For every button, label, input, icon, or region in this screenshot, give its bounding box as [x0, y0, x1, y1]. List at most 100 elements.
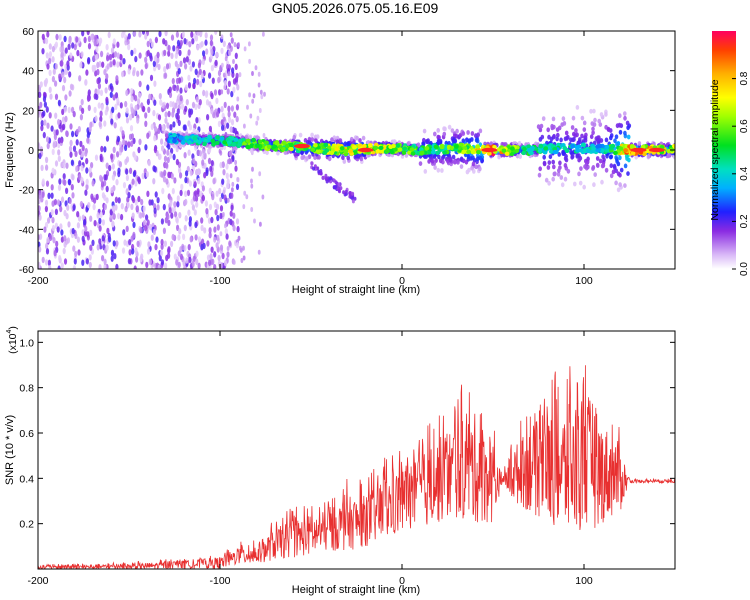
heatmap-noise-blob — [200, 217, 204, 224]
heatmap-noise-blob — [126, 201, 130, 209]
heatmap-noise-blob — [210, 170, 214, 177]
heatmap-noise-blob — [122, 58, 126, 65]
heatmap-noise-blob — [242, 245, 245, 251]
heatmap-noise-blob — [219, 197, 223, 203]
heatmap-ridge-halo — [317, 154, 321, 160]
heatmap-ridge-halo — [563, 176, 568, 182]
heatmap-noise-blob — [45, 156, 49, 164]
heatmap-noise-blob — [91, 180, 95, 187]
heatmap-noise-blob — [116, 151, 120, 158]
heatmap-ridge-halo — [614, 180, 618, 186]
heatmap-noise-blob — [220, 265, 223, 269]
heatmap-ridge-halo — [591, 130, 595, 136]
heatmap-noise-blob — [90, 193, 94, 200]
heatmap-noise-blob — [169, 100, 173, 108]
heatmap-ridge-halo — [433, 165, 437, 170]
heatmap-ridge-halo — [627, 123, 632, 129]
heatmap-noise-blob — [220, 119, 224, 126]
heatmap-noise-blob — [196, 31, 200, 37]
heatmap-noise-blob — [112, 38, 116, 45]
heatmap-noise-blob — [146, 40, 150, 48]
heatmap-noise-blob — [220, 47, 224, 55]
heatmap-tail-blob — [334, 180, 338, 185]
heatmap-noise-blob — [230, 204, 234, 211]
heatmap-noise-blob — [210, 92, 214, 100]
heatmap-noise-blob — [146, 49, 150, 57]
heatmap-noise-blob — [105, 44, 109, 51]
heatmap-noise-blob — [170, 240, 174, 248]
heatmap-noise-blob — [89, 229, 93, 237]
heatmap-noise-blob — [166, 149, 170, 156]
x-tick-label: -200 — [27, 275, 48, 287]
heatmap-noise-blob — [208, 101, 212, 108]
heatmap-noise-blob — [209, 253, 213, 260]
heatmap-noise-blob — [83, 36, 87, 44]
heatmap-noise-blob — [120, 203, 124, 210]
heatmap-noise-blob — [222, 72, 226, 78]
heatmap-ridge-halo — [436, 167, 441, 173]
heatmap-noise-blob — [196, 78, 200, 86]
heatmap-noise-blob — [177, 250, 181, 257]
colorbar-gradient — [712, 31, 736, 269]
heatmap-noise-blob — [152, 228, 156, 235]
heatmap-ridge-core — [231, 142, 237, 147]
heatmap-noise-blob — [125, 156, 130, 163]
heatmap-noise-blob — [134, 55, 138, 63]
heatmap-noise-blob — [243, 190, 247, 196]
heatmap-ridge-halo — [591, 126, 595, 132]
heatmap-noise-blob — [81, 235, 85, 242]
heatmap-noise-blob — [138, 138, 142, 145]
heatmap-noise-blob — [41, 178, 45, 185]
heatmap-noise-blob — [230, 119, 235, 126]
heatmap-noise-blob — [255, 120, 259, 126]
heatmap-noise-blob — [38, 143, 41, 150]
heatmap-noise-blob — [79, 200, 83, 208]
heatmap-peak — [357, 147, 374, 153]
heatmap-noise-blob — [125, 174, 129, 182]
x-tick-label: 0 — [399, 575, 405, 587]
heatmap-noise-blob — [232, 212, 236, 219]
heatmap-noise-blob — [38, 205, 41, 212]
heatmap-noise-blob — [208, 72, 212, 79]
heatmap-noise-blob — [81, 229, 85, 236]
colorbar-label: Normalized spectral amplitude — [709, 79, 721, 220]
heatmap-noise-blob — [229, 126, 233, 133]
heatmap-ridge-halo — [593, 117, 597, 123]
heatmap-noise-blob — [230, 90, 234, 98]
heatmap-noise-blob — [171, 233, 175, 241]
heatmap-ridge-core — [521, 150, 526, 156]
heatmap-noise-blob — [163, 169, 167, 177]
heatmap-ridge-halo — [589, 134, 594, 140]
heatmap-ridge-halo — [466, 154, 471, 160]
heatmap-ridge-halo — [574, 128, 578, 133]
heatmap-noise-blob — [73, 43, 77, 51]
heatmap-noise-blob — [210, 216, 214, 224]
heatmap-noise-blob — [147, 159, 151, 167]
heatmap-ridge-halo — [315, 134, 320, 140]
heatmap-noise-blob — [195, 117, 199, 124]
x-tick-label: 100 — [575, 275, 593, 287]
heatmap-ridge-halo — [310, 137, 315, 142]
heatmap-ridge-core — [348, 149, 353, 154]
heatmap-noise-blob — [122, 182, 127, 189]
heatmap-noise-blob — [160, 238, 164, 246]
heatmap-noise-blob — [43, 101, 48, 108]
heatmap-noise-blob — [81, 259, 85, 266]
heatmap-noise-blob — [185, 170, 189, 177]
heatmap-ridge-halo — [163, 141, 168, 147]
heatmap-noise-blob — [225, 172, 229, 179]
heatmap-ridge-halo — [570, 154, 574, 160]
heatmap-noise-blob — [96, 77, 100, 85]
heatmap-noise-blob — [175, 145, 179, 153]
heatmap-noise-blob — [85, 258, 89, 265]
heatmap-noise-blob — [201, 159, 205, 166]
heatmap-noise-blob — [68, 145, 73, 152]
heatmap-ridge-halo — [604, 112, 608, 117]
heatmap-noise-blob — [258, 171, 262, 177]
heatmap-noise-blob — [194, 35, 199, 42]
heatmap-noise-blob — [87, 35, 91, 43]
heatmap-noise-blob — [173, 201, 177, 208]
heatmap-noise-blob — [96, 61, 100, 69]
heatmap-ridge-halo — [575, 132, 579, 138]
heatmap-ridge-halo — [560, 182, 565, 188]
